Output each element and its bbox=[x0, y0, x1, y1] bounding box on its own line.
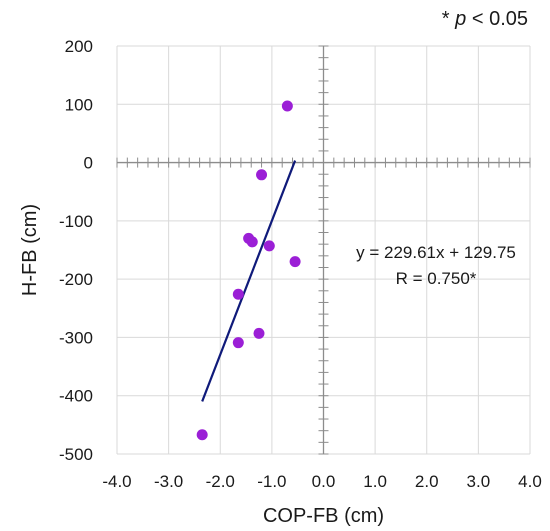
x-tick-labels: -4.0 -3.0 -2.0 -1.0 0.0 1.0 2.0 3.0 4.0 bbox=[102, 472, 541, 491]
significance-threshold: < 0.05 bbox=[471, 8, 528, 30]
data-point bbox=[289, 256, 301, 268]
x-tick-label: -3.0 bbox=[154, 472, 183, 491]
y-tick-label: -300 bbox=[59, 328, 93, 347]
x-tick-label: -4.0 bbox=[102, 472, 131, 491]
x-tick-label: 4.0 bbox=[518, 472, 542, 491]
data-point bbox=[246, 236, 258, 248]
x-tick-label: 0.0 bbox=[312, 472, 336, 491]
x-tick-label: 2.0 bbox=[415, 472, 439, 491]
x-tick-label: -1.0 bbox=[257, 472, 286, 491]
significance-note: * p < 0.05 bbox=[442, 8, 528, 31]
data-point bbox=[281, 100, 293, 112]
x-axis-title: COP-FB (cm) bbox=[263, 505, 384, 527]
data-point bbox=[253, 327, 265, 339]
x-tick-label: 1.0 bbox=[363, 472, 387, 491]
trendline-group bbox=[201, 160, 297, 402]
x-tick-label: 3.0 bbox=[467, 472, 491, 491]
y-tick-label: -500 bbox=[59, 445, 93, 464]
data-points bbox=[196, 100, 301, 441]
y-tick-label: -200 bbox=[59, 270, 93, 289]
y-tick-label: -100 bbox=[59, 212, 93, 231]
tick-marks bbox=[116, 45, 531, 455]
significance-p: p bbox=[455, 8, 467, 30]
y-tick-label: 0 bbox=[84, 154, 93, 173]
r-value-annotation: R = 0.750* bbox=[396, 269, 477, 288]
trendline bbox=[201, 160, 297, 402]
data-point bbox=[196, 429, 208, 441]
y-tick-label: -400 bbox=[59, 387, 93, 406]
y-tick-label: 100 bbox=[65, 95, 93, 114]
y-tick-label: 200 bbox=[65, 37, 93, 56]
y-tick-labels: 200 100 0 -100 -200 -300 -400 -500 bbox=[59, 37, 93, 464]
y-axis-title: H-FB (cm) bbox=[19, 204, 41, 296]
data-point bbox=[256, 169, 268, 181]
x-tick-label: -2.0 bbox=[206, 472, 235, 491]
significance-star: * bbox=[441, 8, 450, 30]
data-point bbox=[232, 288, 244, 300]
data-point bbox=[232, 337, 244, 349]
equation-annotation: y = 229.61x + 129.75 bbox=[356, 243, 516, 262]
data-point bbox=[263, 240, 275, 252]
